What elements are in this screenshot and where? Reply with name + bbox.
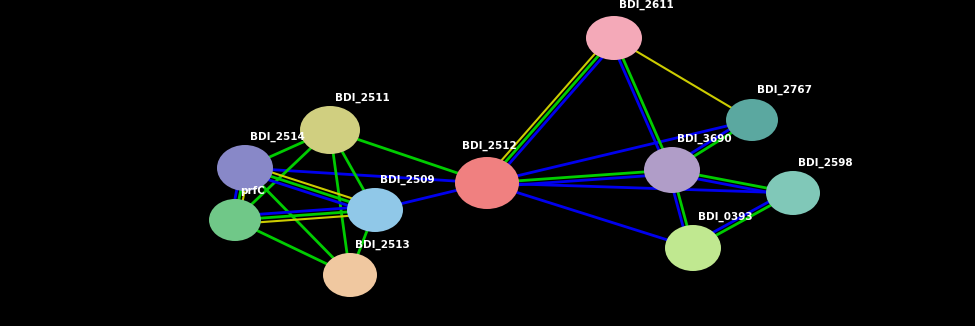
Ellipse shape xyxy=(665,225,721,271)
Ellipse shape xyxy=(300,106,360,154)
Text: BDI_3690: BDI_3690 xyxy=(677,134,731,144)
Ellipse shape xyxy=(209,199,261,241)
Ellipse shape xyxy=(766,171,820,215)
Ellipse shape xyxy=(726,99,778,141)
Ellipse shape xyxy=(217,145,273,191)
Ellipse shape xyxy=(323,253,377,297)
Text: BDI_0393: BDI_0393 xyxy=(698,212,753,222)
Text: BDI_2509: BDI_2509 xyxy=(380,175,435,185)
Text: BDI_2513: BDI_2513 xyxy=(355,240,410,250)
Text: BDI_2611: BDI_2611 xyxy=(619,0,674,10)
Ellipse shape xyxy=(644,147,700,193)
Ellipse shape xyxy=(347,188,403,232)
Ellipse shape xyxy=(455,157,519,209)
Text: prfC: prfC xyxy=(240,186,265,196)
Text: BDI_2598: BDI_2598 xyxy=(798,158,852,168)
Text: BDI_2514: BDI_2514 xyxy=(250,132,305,142)
Text: BDI_2511: BDI_2511 xyxy=(335,93,390,103)
Text: BDI_2512: BDI_2512 xyxy=(461,141,517,151)
Ellipse shape xyxy=(586,16,642,60)
Text: BDI_2767: BDI_2767 xyxy=(757,85,812,95)
